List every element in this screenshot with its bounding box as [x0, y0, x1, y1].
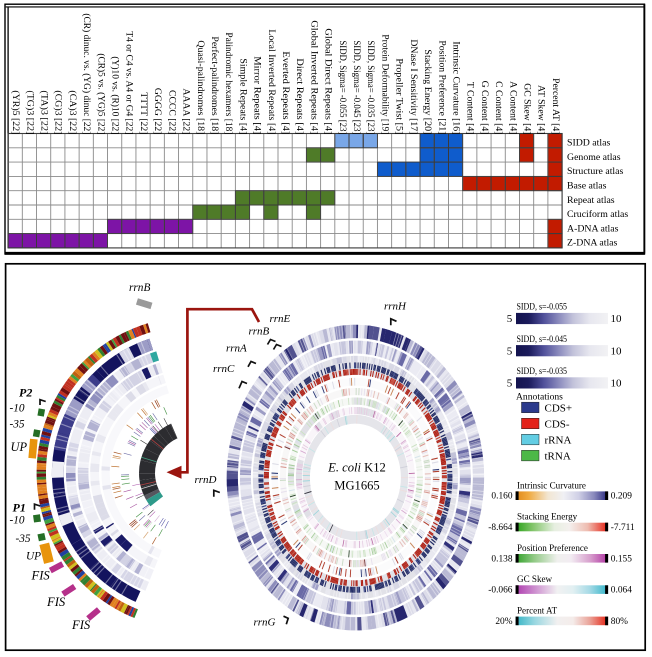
svg-text:SIDD, s=-0.055: SIDD, s=-0.055: [517, 302, 568, 312]
svg-text:P2: P2: [19, 386, 32, 400]
svg-text:(CA)3 [22]: (CA)3 [22]: [67, 90, 78, 134]
svg-text:Everted Repeats [4]: Everted Repeats [4]: [280, 51, 291, 134]
svg-text:Simple Repeats [4]: Simple Repeats [4]: [237, 58, 248, 134]
svg-text:Stacking Energy [20]: Stacking Energy [20]: [422, 49, 433, 134]
svg-text:-7.711: -7.711: [611, 523, 635, 533]
svg-text:GC Skew: GC Skew: [517, 574, 553, 584]
svg-text:0.064: 0.064: [611, 586, 632, 596]
svg-text:MG1665: MG1665: [334, 479, 379, 493]
svg-text:5: 5: [507, 345, 513, 357]
svg-text:0.138: 0.138: [491, 554, 512, 564]
svg-text:rRNA: rRNA: [545, 435, 572, 447]
svg-text:(CR)5 vs. (YG)5 [22]: (CR)5 vs. (YG)5 [22]: [95, 53, 106, 134]
svg-text:SIDD, Sigma= -0.045 [23]: SIDD, Sigma= -0.045 [23]: [351, 40, 362, 134]
svg-text:UP: UP: [11, 440, 28, 454]
svg-text:Structure atlas: Structure atlas: [567, 166, 624, 177]
svg-text:rrnD: rrnD: [195, 474, 217, 486]
svg-text:SIDD, Sigma= -0.035 [23]: SIDD, Sigma= -0.035 [23]: [365, 40, 376, 134]
svg-text:CDS-: CDS-: [545, 419, 570, 431]
svg-text:DNase I Sensitivity [17]: DNase I Sensitivity [17]: [408, 39, 419, 134]
svg-text:TTTT [22]: TTTT [22]: [138, 92, 149, 134]
svg-text:Propeller Twist [5]: Propeller Twist [5]: [394, 58, 405, 134]
svg-text:Palindromic hexamers [18]: Palindromic hexamers [18]: [223, 32, 234, 134]
svg-text:SIDD, Sigma= -0.055 [23]: SIDD, Sigma= -0.055 [23]: [337, 40, 348, 134]
svg-text:SIDD, s=-0.045: SIDD, s=-0.045: [517, 334, 568, 344]
svg-text:FIS: FIS: [31, 569, 51, 583]
svg-text:Global Direct Repeats [4]: Global Direct Repeats [4]: [323, 28, 334, 134]
svg-text:0.160: 0.160: [491, 492, 512, 502]
svg-text:-10: -10: [10, 403, 25, 415]
svg-text:0.155: 0.155: [611, 554, 632, 564]
svg-text:Local Inverted Repeats [4]: Local Inverted Repeats [4]: [266, 29, 277, 134]
svg-text:10: 10: [611, 378, 623, 390]
svg-text:5: 5: [507, 313, 513, 325]
svg-text:-8.664: -8.664: [488, 523, 513, 533]
svg-text:Z-DNA atlas: Z-DNA atlas: [567, 238, 618, 249]
svg-text:-35: -35: [10, 419, 25, 431]
svg-text:A-DNA atlas: A-DNA atlas: [567, 223, 619, 234]
svg-text:rrnA: rrnA: [226, 343, 247, 355]
svg-text:Position Preference: Position Preference: [517, 543, 588, 553]
svg-text:Mirror Repeats [4]: Mirror Repeats [4]: [252, 56, 263, 134]
svg-text:Base atlas: Base atlas: [567, 180, 607, 191]
svg-text:(TG)3 [22]: (TG)3 [22]: [24, 90, 35, 134]
svg-text:T4 or C4 vs. A4 or G4 [22]: T4 or C4 vs. A4 or G4 [22]: [124, 31, 135, 134]
svg-text:A Content [4]: A Content [4]: [507, 81, 518, 134]
svg-text:20%: 20%: [495, 617, 512, 627]
svg-text:(CG)3 [22]: (CG)3 [22]: [53, 90, 64, 134]
svg-text:Intrinsic Curvature [16]: Intrinsic Curvature [16]: [450, 41, 461, 134]
svg-text:Intrinsic Curvature: Intrinsic Curvature: [517, 480, 586, 490]
svg-text:Protein Deformability [19]: Protein Deformability [19]: [379, 34, 390, 134]
svg-text:(YR)5 [22]: (YR)5 [22]: [10, 90, 21, 134]
svg-text:rrnE: rrnE: [270, 313, 291, 325]
svg-text:rrnC: rrnC: [213, 363, 235, 375]
svg-text:E. coli K12: E. coli K12: [327, 461, 386, 475]
svg-text:rrnB: rrnB: [249, 326, 270, 338]
svg-text:-35: -35: [16, 533, 31, 545]
svg-text:0.209: 0.209: [611, 492, 632, 502]
svg-text:Global Inverted Repeats [4]: Global Inverted Repeats [4]: [308, 20, 319, 134]
svg-text:P1: P1: [13, 501, 26, 515]
svg-text:-0.066: -0.066: [488, 586, 513, 596]
svg-text:rrnB: rrnB: [129, 282, 150, 294]
svg-text:Genome atlas: Genome atlas: [567, 152, 621, 163]
svg-text:UP: UP: [26, 551, 41, 563]
svg-text:80%: 80%: [611, 617, 628, 627]
svg-text:AAAA [22]: AAAA [22]: [181, 88, 192, 134]
svg-text:rrnG: rrnG: [254, 617, 276, 629]
svg-text:Perfect-palindromes [18]: Perfect-palindromes [18]: [209, 36, 220, 134]
svg-text:(CR) dinuc. vs. (YG) dinuc [22: (CR) dinuc. vs. (YG) dinuc [22]: [81, 13, 92, 134]
svg-text:tRNA: tRNA: [545, 451, 571, 463]
svg-text:AT Skew [4]: AT Skew [4]: [536, 85, 547, 134]
svg-text:Direct Repeats [4]: Direct Repeats [4]: [294, 58, 305, 134]
svg-text:10: 10: [611, 313, 623, 325]
svg-text:SIDD, s=-0.035: SIDD, s=-0.035: [517, 366, 568, 376]
svg-text:Stacking Energy: Stacking Energy: [517, 512, 578, 522]
svg-text:5: 5: [507, 378, 513, 390]
svg-text:SIDD atlas: SIDD atlas: [567, 138, 610, 149]
svg-text:10: 10: [611, 345, 623, 357]
svg-text:Position Preference [21]: Position Preference [21]: [436, 40, 447, 134]
svg-text:(TA)3 [22]: (TA)3 [22]: [39, 90, 50, 134]
svg-text:Percent AT [4]: Percent AT [4]: [550, 78, 561, 134]
svg-text:C Content [4]: C Content [4]: [493, 81, 504, 134]
svg-text:FIS: FIS: [46, 595, 66, 609]
svg-text:Cruciform atlas: Cruciform atlas: [567, 209, 628, 220]
svg-text:T Content [4]: T Content [4]: [465, 82, 476, 135]
svg-text:CDS+: CDS+: [545, 403, 573, 415]
svg-text:FIS: FIS: [71, 618, 91, 632]
svg-text:G Content [4]: G Content [4]: [479, 81, 490, 135]
svg-text:Annotations: Annotations: [516, 392, 563, 403]
svg-text:CCCC [22]: CCCC [22]: [166, 90, 177, 134]
svg-text:(Y)10 vs. (R)10 [22]: (Y)10 vs. (R)10 [22]: [110, 56, 121, 134]
svg-text:GGGG [22]: GGGG [22]: [152, 88, 163, 135]
svg-text:Percent AT: Percent AT: [517, 606, 558, 616]
svg-text:Repeat atlas: Repeat atlas: [567, 195, 615, 206]
svg-text:-10: -10: [10, 515, 25, 527]
svg-text:Quasi-palindromes [18]: Quasi-palindromes [18]: [195, 40, 206, 134]
svg-text:GC Skew [4]: GC Skew [4]: [521, 83, 532, 134]
svg-text:rrnH: rrnH: [384, 301, 407, 313]
